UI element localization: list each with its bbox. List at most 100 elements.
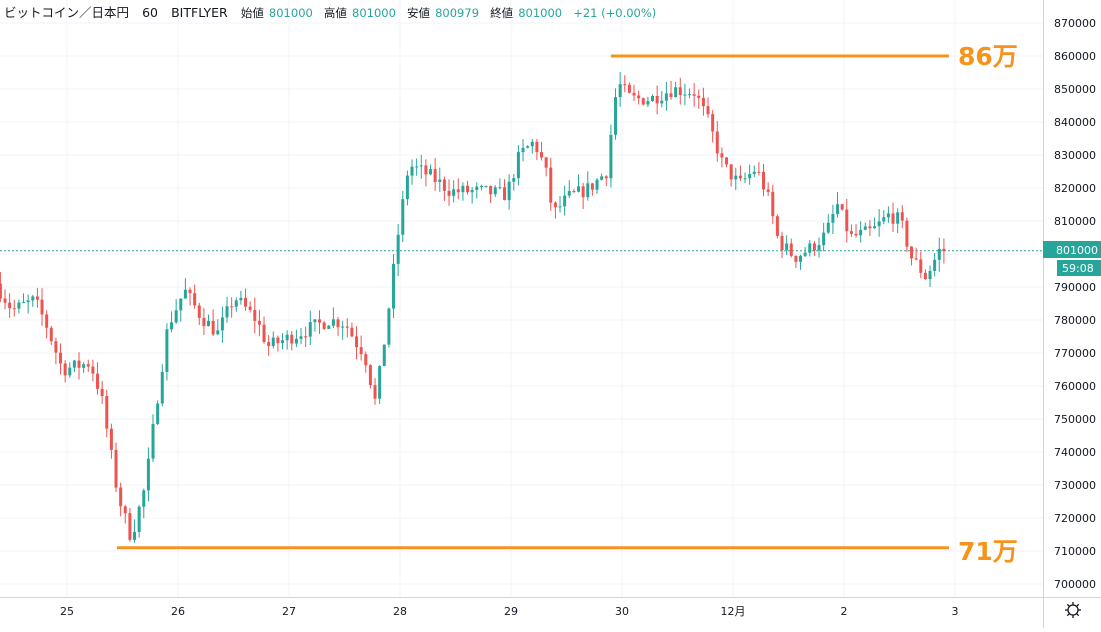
svg-text:ビットコイン／日本円 60: ビットコイン／日本円 60 BITFLYER 始値 801000 高値 8010… [4,2,656,21]
candle-body [849,231,853,234]
candle-body [785,243,789,251]
candle-body [0,283,2,299]
candle-body [114,449,118,488]
candle-body [276,337,280,344]
candle-body [410,166,414,176]
candle-body [211,320,215,335]
candle-body [378,366,382,399]
candle-body [937,248,941,260]
candle-body [207,320,211,327]
header: ビットコイン／日本円 60 BITFLYER 始値 801000 高値 8010… [4,2,656,21]
annotation-lines[interactable] [116,54,949,550]
candle-body [775,216,779,236]
candle-body [197,305,201,318]
grid [0,0,1043,597]
candle-body [475,186,479,190]
candle-body [655,95,659,104]
candle-body [683,94,687,96]
candle-body [748,174,752,179]
price-tag-bg [1043,241,1101,258]
candle-body [470,189,474,193]
candle-body [891,213,895,224]
candle-body [609,134,613,179]
candle-body [3,298,7,303]
candle-body [68,367,72,376]
candle-body [82,364,86,368]
candle-body [170,322,174,330]
x-tick-label: 2 [841,605,848,618]
candle-body [766,189,770,192]
candle-body [600,176,604,180]
open-value: 801000 [269,6,313,20]
candle-body [308,322,312,337]
candle-body [17,302,21,309]
candle-body [262,324,266,343]
gear-icon[interactable] [1067,604,1079,616]
candle-body [544,157,548,168]
candle-body [267,342,271,347]
candle-body [479,186,483,188]
candle-body [794,255,798,262]
candle-body [535,141,539,153]
candle-body [493,187,497,195]
candle-body [31,296,35,301]
candle-body [489,185,493,195]
candle-body [373,385,377,399]
candle-body [886,213,890,218]
candle-body [836,204,840,215]
candle-body [54,341,58,353]
candle-body [382,344,386,367]
candle-body [447,190,451,196]
candle-body [678,87,682,95]
candle-body [8,302,12,309]
candles [0,72,946,543]
candle-body [26,300,30,303]
candle-body [734,175,738,180]
candle-body [868,226,872,229]
candle-body [919,259,923,273]
candle-body [688,94,692,96]
candle-body [91,366,95,374]
candle-body [22,302,26,304]
candle-body [415,166,419,168]
candle-body [313,319,317,323]
candle-body [604,176,608,179]
low-value: 800979 [435,6,479,20]
candle-body [942,248,946,252]
candle-body [882,217,886,222]
candle-body [216,330,220,335]
candle-body [160,371,164,404]
candle-body [77,360,81,368]
settings-gear-icon[interactable] [1065,602,1081,618]
candle-body [96,373,100,389]
candle-body [910,246,914,259]
candle-body [614,97,618,135]
y-tick-label: 820000 [1054,182,1096,195]
candle-body [521,147,525,153]
candle-body [812,243,816,251]
x-tick-label: 25 [60,605,74,618]
open-label: 始値 [241,6,264,20]
symbol-name: ビットコイン／日本円 [4,5,129,20]
candle-body [549,167,553,203]
annotation-label-86: 86万 [958,42,1018,71]
candle-body [711,114,715,132]
candle-body [540,152,544,158]
candle-body [799,255,803,262]
candle-body [900,212,904,221]
candle-body [322,322,326,329]
candle-body [692,94,696,96]
candle-body [715,131,719,154]
candle-body [803,252,807,256]
candle-body [137,506,141,532]
high-label: 高値 [324,6,347,20]
candle-body [466,185,470,193]
candle-body [822,232,826,246]
candle-body [433,169,437,182]
candle-body [285,334,289,341]
candle-body [877,221,881,227]
y-tick-label: 830000 [1054,149,1096,162]
